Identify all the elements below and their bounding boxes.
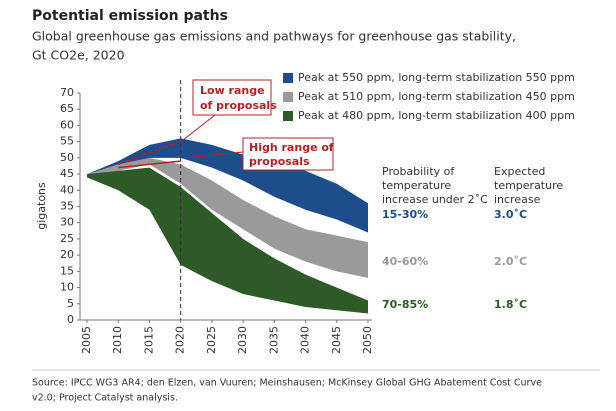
legend-label: Peak at 550 ppm, long-term stabilization…: [298, 71, 575, 84]
table-header: increase under 2˚C: [382, 193, 488, 206]
x-tick-label: 2015: [142, 326, 155, 354]
table-header: Expected: [494, 165, 545, 178]
x-tick-label: 2040: [299, 326, 312, 354]
annotation: of proposals: [200, 99, 277, 112]
y-tick-label: 50: [60, 151, 74, 164]
table-header: Probability of: [382, 165, 455, 178]
table-header: increase: [494, 193, 541, 206]
y-tick-label: 65: [60, 102, 74, 115]
probability: 70-85%: [382, 298, 428, 311]
proposal-line: [117, 140, 181, 166]
subtitle: Global greenhouse gas emissions and path…: [32, 29, 516, 44]
y-tick-label: 30: [60, 216, 74, 229]
temperature: 3.0˚C: [494, 208, 527, 221]
table-header: temperature: [382, 179, 451, 192]
y-tick-label: 60: [60, 118, 74, 131]
annotation: Low range: [200, 84, 265, 97]
probability: 15-30%: [382, 208, 428, 221]
y-tick-label: 20: [60, 248, 74, 261]
range-band: [87, 138, 368, 233]
annotation-arrow: [184, 151, 244, 159]
temperature: 1.8˚C: [494, 298, 527, 311]
source: v2.0; Project Catalyst analysis.: [32, 393, 178, 404]
range-band: [87, 167, 368, 314]
subtitle: Gt CO2e, 2020: [32, 48, 125, 63]
legend-swatch: [283, 92, 293, 102]
annotation: proposals: [249, 155, 310, 168]
temperature: 2.0˚C: [494, 255, 527, 268]
y-tick-label: 45: [60, 167, 74, 180]
x-tick-label: 2005: [80, 326, 93, 354]
x-tick-label: 2030: [236, 326, 249, 354]
y-tick-label: 10: [60, 281, 74, 294]
x-tick-label: 2045: [330, 326, 343, 354]
y-tick-label: 40: [60, 183, 74, 196]
chart-title: Potential emission paths: [32, 8, 228, 24]
y-tick-label: 0: [67, 313, 74, 326]
source: Source: IPCC WG3 AR4; den Elzen, van Vuu…: [32, 378, 542, 389]
annotation-arrow: [182, 114, 216, 141]
y-tick-label: 55: [60, 135, 74, 148]
legend-label: Peak at 510 ppm, long-term stabilization…: [298, 90, 575, 103]
legend-swatch: [283, 73, 293, 83]
x-tick-label: 2050: [361, 326, 374, 354]
annotation: High range of: [249, 141, 334, 154]
y-tick-label: 15: [60, 264, 74, 277]
x-tick-label: 2020: [174, 326, 187, 354]
y-axis-label: gigatons: [35, 182, 48, 230]
proposal-line: [118, 160, 181, 169]
probability: 40-60%: [382, 255, 428, 268]
y-tick-label: 70: [60, 86, 74, 99]
range-band: [87, 157, 368, 278]
x-tick-label: 2035: [267, 326, 280, 354]
x-tick-label: 2010: [111, 326, 124, 354]
legend-label: Peak at 480 ppm, long-term stabilization…: [298, 109, 575, 122]
y-tick-label: 25: [60, 232, 74, 245]
y-tick-label: 5: [67, 297, 74, 310]
y-tick-label: 35: [60, 200, 74, 213]
annotation-box: [192, 79, 272, 116]
legend-swatch: [283, 111, 293, 121]
table-header: temperature: [494, 179, 563, 192]
annotation-box: [242, 137, 334, 171]
x-tick-label: 2025: [205, 326, 218, 354]
